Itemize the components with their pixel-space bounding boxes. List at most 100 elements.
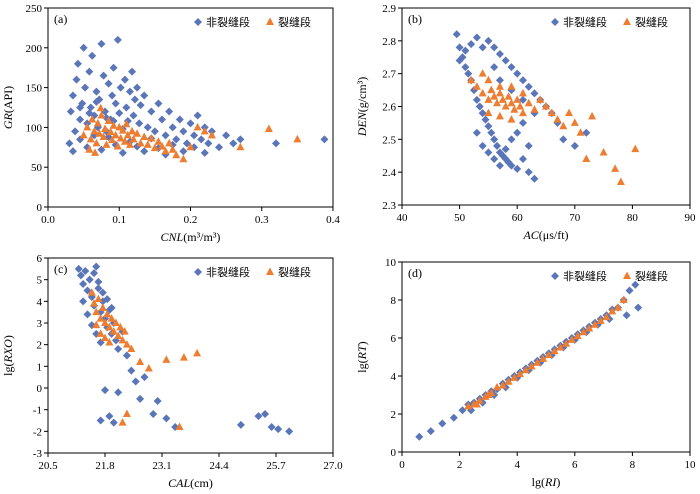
point-non-fracture [97,39,106,48]
point-non-fracture [513,69,522,78]
point-non-fracture [172,135,181,144]
point-non-fracture [81,267,90,275]
point-non-fracture [518,95,527,104]
legend-label-fracture: 裂缝段 [278,265,311,279]
point-non-fracture [133,83,142,92]
point-non-fracture [158,115,166,124]
point-fracture [478,88,487,97]
y-tick-label: 8 [391,295,397,307]
point-fracture [608,306,617,315]
point-fracture [614,303,622,311]
x-tick-label: 6 [572,459,578,471]
point-non-fracture [118,148,127,157]
x-axis-label: CAL(cm) [168,476,213,490]
point-fracture [510,105,519,113]
point-non-fracture [493,141,502,150]
point-non-fracture [85,67,94,76]
point-non-fracture [66,107,75,116]
point-fracture [143,140,152,148]
point-fracture [114,331,123,339]
x-tick-label: 0.1 [112,214,126,226]
point-fracture [136,138,145,147]
y-tick-label: -1 [33,405,42,417]
y-axis-label-part: (g/cm³) [355,77,369,113]
point-fracture [111,318,120,326]
point-fracture [573,331,582,340]
y-tick-label: 2.5 [382,134,396,146]
legend-label-non-fracture: 非裂缝段 [563,269,607,283]
point-fracture [585,324,594,332]
panel-label: (c) [54,262,67,276]
point-non-fracture [99,71,108,80]
point-fracture [501,102,510,110]
point-non-fracture [267,423,276,431]
point-non-fracture [472,33,481,42]
point-fracture [493,98,502,107]
y-tick-label: 4 [391,371,397,383]
point-fracture [103,309,112,318]
point-non-fracture [513,164,522,173]
point-fracture [83,122,92,131]
point-fracture [616,177,625,186]
point-fracture [611,164,620,172]
point-fracture [559,121,568,130]
point-fracture [101,318,109,326]
point-fracture [565,108,574,117]
point-fracture [179,154,188,163]
point-fracture [530,105,539,113]
point-fracture [122,119,131,128]
point-non-fracture [150,127,159,136]
point-fracture [507,98,516,107]
point-fracture [86,134,95,143]
point-fracture [99,132,108,140]
point-non-fracture [495,76,504,85]
point-fracture [518,108,527,117]
point-non-fracture [481,115,490,124]
point-fracture [127,344,136,352]
point-non-fracture [81,83,90,92]
y-tick-label: 0 [391,447,397,459]
x-tick-label: 0.4 [326,214,340,226]
point-non-fracture [530,174,539,183]
point-non-fracture [107,303,116,312]
point-non-fracture [254,412,263,421]
point-non-fracture [204,139,213,148]
point-fracture [162,355,171,363]
point-fracture [588,111,597,120]
plot-frame [47,257,334,454]
point-non-fracture [582,128,591,137]
point-fracture [140,132,149,140]
point-non-fracture [76,103,85,112]
point-non-fracture [65,139,74,148]
point-non-fracture [94,277,103,286]
point-non-fracture [76,115,85,124]
point-fracture [147,134,156,142]
x-tick-label: 10 [685,459,697,471]
point-fracture [579,327,588,336]
panel-label: (d) [408,266,422,280]
x-axis-label: lg(RI) [532,475,561,489]
x-axis-label: AC(μs/ft) [522,228,568,242]
point-fracture [109,327,118,335]
point-non-fracture [136,101,145,110]
point-non-fracture [114,388,123,397]
x-tick-label: 0.0 [41,214,55,226]
point-fracture [120,327,129,335]
point-non-fracture [115,109,124,118]
point-non-fracture [116,83,125,92]
point-fracture [87,288,96,296]
point-fracture [570,118,579,126]
x-tick-label: 0.3 [255,214,269,226]
point-non-fracture [143,123,152,132]
x-tick-label: 90 [685,212,697,224]
point-non-fracture [79,280,88,288]
point-fracture [175,422,184,430]
x-axis-label-part: (μs/ft) [539,228,569,242]
point-fracture [90,299,99,307]
legend-label-fracture: 裂缝段 [635,15,668,29]
x-tick-label: 24.4 [209,460,229,472]
point-non-fracture [507,161,516,170]
point-fracture [516,369,525,378]
point-non-fracture [475,102,484,111]
point-fracture [550,346,559,355]
